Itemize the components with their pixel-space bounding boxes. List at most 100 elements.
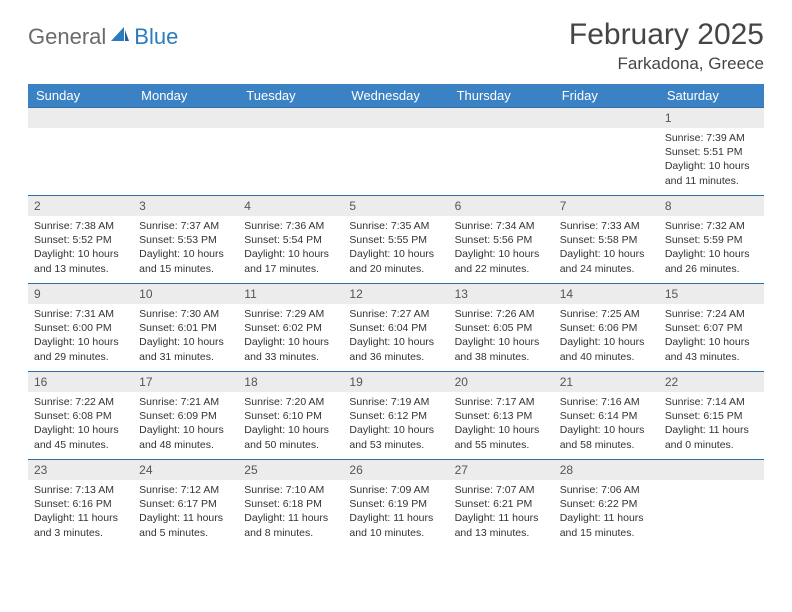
day-details: Sunrise: 7:13 AMSunset: 6:16 PMDaylight:… xyxy=(28,480,133,545)
calendar-cell: 10Sunrise: 7:30 AMSunset: 6:01 PMDayligh… xyxy=(133,284,238,372)
day-details: Sunrise: 7:29 AMSunset: 6:02 PMDaylight:… xyxy=(238,304,343,369)
day-details: Sunrise: 7:25 AMSunset: 6:06 PMDaylight:… xyxy=(554,304,659,369)
day-details: Sunrise: 7:27 AMSunset: 6:04 PMDaylight:… xyxy=(343,304,448,369)
logo: General Blue xyxy=(28,18,178,50)
day-number: 4 xyxy=(238,196,343,216)
day-number: 14 xyxy=(554,284,659,304)
day-number: 17 xyxy=(133,372,238,392)
calendar-cell: 15Sunrise: 7:24 AMSunset: 6:07 PMDayligh… xyxy=(659,284,764,372)
header: General Blue February 2025 Farkadona, Gr… xyxy=(28,18,764,74)
day-details: Sunrise: 7:33 AMSunset: 5:58 PMDaylight:… xyxy=(554,216,659,281)
calendar-cell: 16Sunrise: 7:22 AMSunset: 6:08 PMDayligh… xyxy=(28,372,133,460)
day-details: Sunrise: 7:22 AMSunset: 6:08 PMDaylight:… xyxy=(28,392,133,457)
weekday-header: Wednesday xyxy=(343,84,448,108)
calendar-cell xyxy=(449,108,554,196)
day-number: 18 xyxy=(238,372,343,392)
day-number: 22 xyxy=(659,372,764,392)
weekday-header: Saturday xyxy=(659,84,764,108)
day-number: 24 xyxy=(133,460,238,480)
day-number: 15 xyxy=(659,284,764,304)
calendar-cell: 2Sunrise: 7:38 AMSunset: 5:52 PMDaylight… xyxy=(28,196,133,284)
title-block: February 2025 Farkadona, Greece xyxy=(569,18,764,74)
day-number: 5 xyxy=(343,196,448,216)
day-details: Sunrise: 7:30 AMSunset: 6:01 PMDaylight:… xyxy=(133,304,238,369)
day-details: Sunrise: 7:24 AMSunset: 6:07 PMDaylight:… xyxy=(659,304,764,369)
day-number: 28 xyxy=(554,460,659,480)
calendar-cell: 20Sunrise: 7:17 AMSunset: 6:13 PMDayligh… xyxy=(449,372,554,460)
calendar-cell: 1Sunrise: 7:39 AMSunset: 5:51 PMDaylight… xyxy=(659,108,764,196)
day-number: 10 xyxy=(133,284,238,304)
day-number: 20 xyxy=(449,372,554,392)
day-details: Sunrise: 7:16 AMSunset: 6:14 PMDaylight:… xyxy=(554,392,659,457)
day-details: Sunrise: 7:34 AMSunset: 5:56 PMDaylight:… xyxy=(449,216,554,281)
weekday-header: Friday xyxy=(554,84,659,108)
calendar-cell: 26Sunrise: 7:09 AMSunset: 6:19 PMDayligh… xyxy=(343,460,448,548)
calendar-cell xyxy=(133,108,238,196)
logo-text-blue: Blue xyxy=(134,24,178,50)
calendar-cell: 25Sunrise: 7:10 AMSunset: 6:18 PMDayligh… xyxy=(238,460,343,548)
calendar-cell: 8Sunrise: 7:32 AMSunset: 5:59 PMDaylight… xyxy=(659,196,764,284)
calendar-cell: 6Sunrise: 7:34 AMSunset: 5:56 PMDaylight… xyxy=(449,196,554,284)
day-details: Sunrise: 7:14 AMSunset: 6:15 PMDaylight:… xyxy=(659,392,764,457)
day-number: 1 xyxy=(659,108,764,128)
calendar-cell xyxy=(238,108,343,196)
page-title: February 2025 xyxy=(569,18,764,52)
day-number: 2 xyxy=(28,196,133,216)
calendar-cell: 23Sunrise: 7:13 AMSunset: 6:16 PMDayligh… xyxy=(28,460,133,548)
day-number: 21 xyxy=(554,372,659,392)
calendar-cell: 12Sunrise: 7:27 AMSunset: 6:04 PMDayligh… xyxy=(343,284,448,372)
calendar-cell: 18Sunrise: 7:20 AMSunset: 6:10 PMDayligh… xyxy=(238,372,343,460)
weekday-header: Sunday xyxy=(28,84,133,108)
day-details: Sunrise: 7:38 AMSunset: 5:52 PMDaylight:… xyxy=(28,216,133,281)
weekday-header: Monday xyxy=(133,84,238,108)
day-number: 23 xyxy=(28,460,133,480)
calendar-cell: 4Sunrise: 7:36 AMSunset: 5:54 PMDaylight… xyxy=(238,196,343,284)
day-number: 13 xyxy=(449,284,554,304)
day-number: 26 xyxy=(343,460,448,480)
day-details: Sunrise: 7:37 AMSunset: 5:53 PMDaylight:… xyxy=(133,216,238,281)
day-number: 19 xyxy=(343,372,448,392)
day-number: 8 xyxy=(659,196,764,216)
day-number: 12 xyxy=(343,284,448,304)
day-details: Sunrise: 7:07 AMSunset: 6:21 PMDaylight:… xyxy=(449,480,554,545)
calendar-body: 1Sunrise: 7:39 AMSunset: 5:51 PMDaylight… xyxy=(28,108,764,548)
day-details: Sunrise: 7:10 AMSunset: 6:18 PMDaylight:… xyxy=(238,480,343,545)
calendar-cell: 17Sunrise: 7:21 AMSunset: 6:09 PMDayligh… xyxy=(133,372,238,460)
day-details: Sunrise: 7:19 AMSunset: 6:12 PMDaylight:… xyxy=(343,392,448,457)
logo-text-general: General xyxy=(28,24,106,50)
calendar-cell xyxy=(343,108,448,196)
calendar-cell: 19Sunrise: 7:19 AMSunset: 6:12 PMDayligh… xyxy=(343,372,448,460)
calendar-cell xyxy=(659,460,764,548)
calendar-cell: 3Sunrise: 7:37 AMSunset: 5:53 PMDaylight… xyxy=(133,196,238,284)
calendar-cell xyxy=(554,108,659,196)
calendar-cell: 27Sunrise: 7:07 AMSunset: 6:21 PMDayligh… xyxy=(449,460,554,548)
day-number: 9 xyxy=(28,284,133,304)
calendar-cell: 11Sunrise: 7:29 AMSunset: 6:02 PMDayligh… xyxy=(238,284,343,372)
day-details: Sunrise: 7:21 AMSunset: 6:09 PMDaylight:… xyxy=(133,392,238,457)
location: Farkadona, Greece xyxy=(569,54,764,74)
calendar-cell: 22Sunrise: 7:14 AMSunset: 6:15 PMDayligh… xyxy=(659,372,764,460)
calendar-cell: 14Sunrise: 7:25 AMSunset: 6:06 PMDayligh… xyxy=(554,284,659,372)
day-details: Sunrise: 7:09 AMSunset: 6:19 PMDaylight:… xyxy=(343,480,448,545)
calendar-table: SundayMondayTuesdayWednesdayThursdayFrid… xyxy=(28,84,764,548)
calendar-cell: 9Sunrise: 7:31 AMSunset: 6:00 PMDaylight… xyxy=(28,284,133,372)
calendar-cell: 13Sunrise: 7:26 AMSunset: 6:05 PMDayligh… xyxy=(449,284,554,372)
day-details: Sunrise: 7:32 AMSunset: 5:59 PMDaylight:… xyxy=(659,216,764,281)
day-number: 25 xyxy=(238,460,343,480)
weekday-header: Thursday xyxy=(449,84,554,108)
day-details: Sunrise: 7:31 AMSunset: 6:00 PMDaylight:… xyxy=(28,304,133,369)
calendar-cell: 24Sunrise: 7:12 AMSunset: 6:17 PMDayligh… xyxy=(133,460,238,548)
calendar-cell: 5Sunrise: 7:35 AMSunset: 5:55 PMDaylight… xyxy=(343,196,448,284)
logo-sail-icon xyxy=(110,26,130,49)
day-details: Sunrise: 7:39 AMSunset: 5:51 PMDaylight:… xyxy=(659,128,764,193)
day-number: 6 xyxy=(449,196,554,216)
day-details: Sunrise: 7:17 AMSunset: 6:13 PMDaylight:… xyxy=(449,392,554,457)
day-number: 7 xyxy=(554,196,659,216)
day-details: Sunrise: 7:06 AMSunset: 6:22 PMDaylight:… xyxy=(554,480,659,545)
day-details: Sunrise: 7:26 AMSunset: 6:05 PMDaylight:… xyxy=(449,304,554,369)
day-details: Sunrise: 7:20 AMSunset: 6:10 PMDaylight:… xyxy=(238,392,343,457)
day-number: 3 xyxy=(133,196,238,216)
calendar-cell xyxy=(28,108,133,196)
day-details: Sunrise: 7:36 AMSunset: 5:54 PMDaylight:… xyxy=(238,216,343,281)
calendar-cell: 7Sunrise: 7:33 AMSunset: 5:58 PMDaylight… xyxy=(554,196,659,284)
